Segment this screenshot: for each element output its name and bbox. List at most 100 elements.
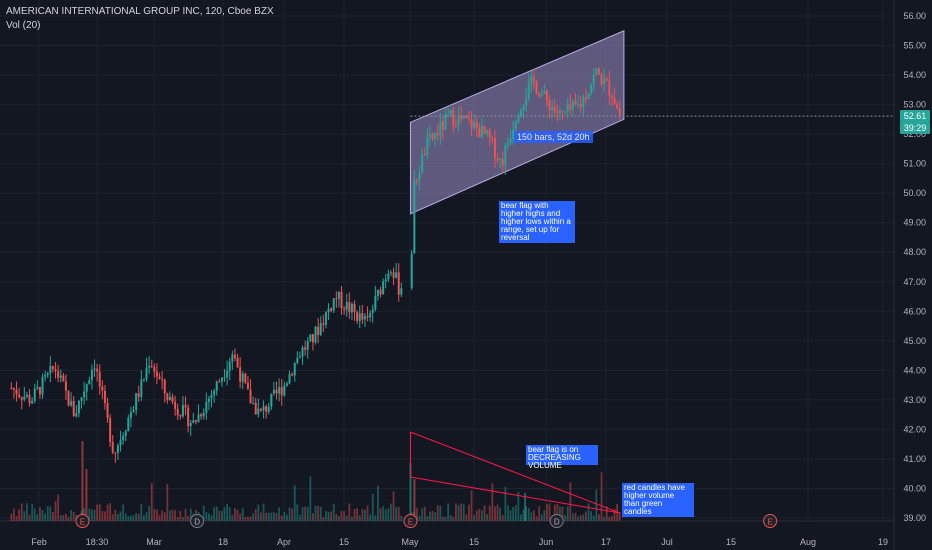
volume-bar <box>442 516 444 521</box>
candle-body <box>343 308 346 310</box>
volume-bar <box>358 515 361 521</box>
candle-body <box>280 387 283 396</box>
volume-bar <box>416 507 418 521</box>
volume-bar <box>265 512 268 521</box>
candle-body <box>431 134 434 139</box>
earnings-marker[interactable] <box>75 514 90 528</box>
candle-body <box>246 382 249 390</box>
volume-bar <box>332 503 335 521</box>
volume-bar <box>468 504 470 521</box>
event-marker-label: E <box>767 518 772 527</box>
candle-body <box>330 308 333 311</box>
earnings-marker[interactable] <box>763 514 778 528</box>
volume-bar <box>514 505 517 521</box>
volume-bar <box>174 510 177 521</box>
event-marker-label: E <box>80 518 85 527</box>
candle-body <box>119 440 122 446</box>
volume-bar <box>221 510 223 521</box>
volume-note[interactable]: bear flag is on DECREASING VOLUME <box>526 445 598 470</box>
volume-bar <box>135 513 138 521</box>
candle-body <box>462 115 465 120</box>
volume-indicator-label[interactable]: Vol (20) <box>6 20 41 31</box>
candle-body <box>340 291 343 309</box>
candle-body <box>202 412 205 417</box>
volume-bar <box>517 491 520 521</box>
symbol-title[interactable]: AMERICAN INTERNATIONAL GROUP INC, 120, C… <box>6 6 274 17</box>
volume-bar <box>481 510 483 521</box>
volume-bar <box>507 505 509 521</box>
volume-bar <box>286 514 288 521</box>
bear-flag-note[interactable]: bear flag with higher highs and higher l… <box>499 201 575 243</box>
price-axis-label: 48.00 <box>903 247 926 257</box>
candle-body <box>181 405 184 417</box>
volume-bar <box>93 510 96 521</box>
volume-bar <box>600 472 603 521</box>
volume-bar <box>322 516 325 521</box>
candle-body <box>103 390 106 403</box>
volume-bar <box>169 510 171 521</box>
volume-trendline-lower[interactable] <box>410 476 621 514</box>
candle-body <box>473 121 476 129</box>
candle-body <box>423 154 426 156</box>
bear-flag-channel[interactable] <box>409 30 625 215</box>
volume-bar <box>486 514 489 521</box>
volume-bar <box>345 515 348 521</box>
candle-body <box>311 334 314 343</box>
volume-bar <box>488 505 491 521</box>
candle-body <box>257 408 260 415</box>
price-axis-label: 55.00 <box>903 41 926 51</box>
volume-bar <box>491 483 494 521</box>
candle-body <box>36 387 39 389</box>
volume-bar <box>470 490 473 521</box>
volume-bar <box>273 512 275 521</box>
volume-bar <box>494 506 496 521</box>
candle-body <box>85 384 88 392</box>
candle-body <box>301 347 304 357</box>
candle-body <box>150 365 153 367</box>
candle-body <box>15 389 18 395</box>
candle-body <box>356 311 359 322</box>
volume-bar <box>236 509 239 521</box>
volume-bar <box>598 514 600 521</box>
volume-bar <box>397 506 400 521</box>
candle-volume-note[interactable]: red candles have higher volume than gree… <box>622 483 694 517</box>
time-axis-label: 15 <box>726 537 736 547</box>
earnings-marker[interactable] <box>403 514 418 528</box>
candle-body <box>54 369 57 371</box>
time-axis-label: Aug <box>800 537 816 547</box>
volume-spike <box>85 469 88 521</box>
volume-bar <box>595 489 598 521</box>
price-axis-label: 46.00 <box>903 306 926 316</box>
volume-bar <box>592 515 595 521</box>
volume-spike <box>81 441 84 521</box>
candle-body <box>597 68 600 75</box>
volume-bar <box>543 510 546 521</box>
candle-body <box>327 308 330 313</box>
volume-bar <box>158 515 161 521</box>
candle-body <box>522 105 525 110</box>
volume-bar <box>387 508 390 521</box>
dividend-marker[interactable] <box>549 514 564 528</box>
candle-body <box>452 110 455 126</box>
volume-bar <box>182 516 184 521</box>
dividend-marker[interactable] <box>190 514 205 528</box>
time-axis-label: 18 <box>218 537 228 547</box>
candle-body <box>176 408 179 416</box>
candle-body <box>64 381 67 391</box>
volume-bar <box>130 515 132 521</box>
volume-bar <box>501 515 504 521</box>
volume-bar <box>161 510 164 521</box>
candle-body <box>361 313 364 320</box>
candle-body <box>324 312 327 326</box>
candle-body <box>441 121 444 130</box>
candle-body <box>587 92 590 99</box>
candle-body <box>337 291 340 299</box>
candle-body <box>129 412 132 418</box>
volume-bar <box>436 505 439 521</box>
time-axis-label: Jun <box>539 537 554 547</box>
volume-bar <box>72 512 75 521</box>
volume-bar <box>473 514 476 521</box>
volume-trendline-upper[interactable] <box>410 431 621 514</box>
volume-bar <box>179 510 182 521</box>
